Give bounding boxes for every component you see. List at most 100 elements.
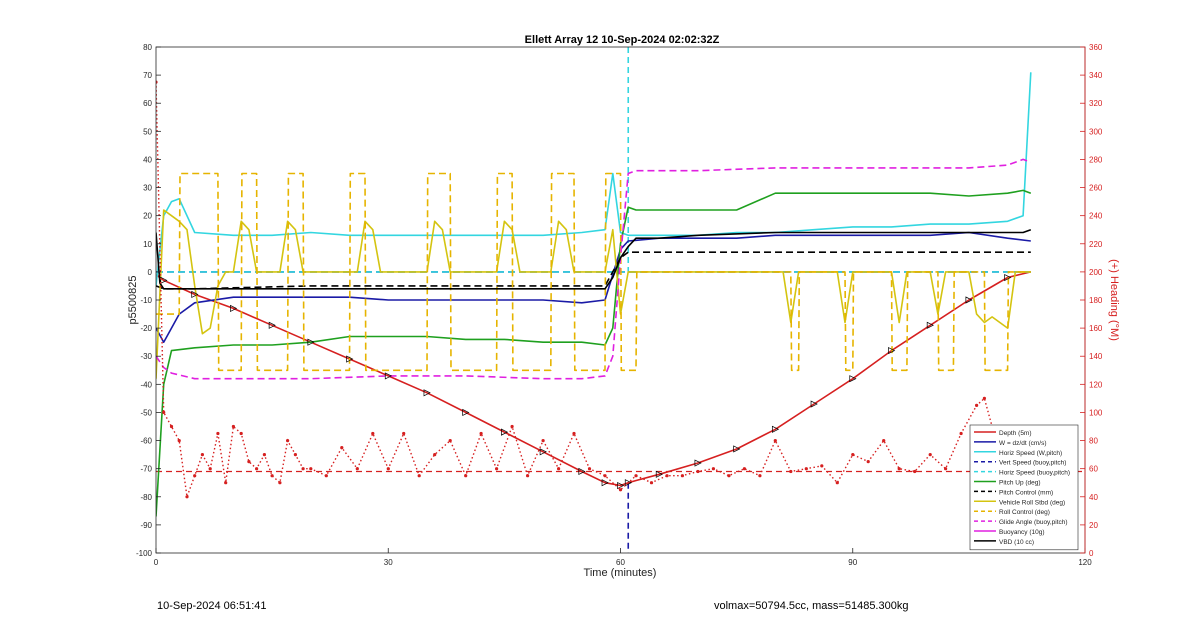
y-left-tick-label: 0 [148, 268, 153, 277]
series-line-pitch_ctrl [156, 251, 1031, 290]
depth-marker [268, 321, 276, 329]
y-left-tick-label: -30 [140, 352, 152, 361]
series-line-roll [156, 209, 1031, 379]
depth-marker [462, 408, 470, 417]
y-right-tick-label: 140 [1089, 352, 1103, 361]
depth-marker [771, 425, 780, 433]
series-line-pitch [156, 189, 1032, 517]
y-left-tick-label: -80 [140, 493, 152, 502]
depth-marker [191, 290, 199, 298]
depth-marker [733, 445, 741, 453]
x-tick-label: 120 [1078, 558, 1092, 567]
y-left-tick-label: -40 [140, 380, 152, 389]
depth-marker [694, 459, 702, 467]
legend-label: Vehicle Roll Stbd (deg) [999, 499, 1065, 506]
depth-marker [307, 338, 315, 346]
depth-marker [230, 304, 238, 312]
y-left-tick-label: -100 [136, 549, 153, 558]
y-right-tick-label: 260 [1089, 184, 1103, 193]
y-left-tick-label: 40 [143, 155, 152, 164]
x-tick-label: 30 [384, 558, 393, 567]
plot-area [156, 47, 1085, 553]
y-left-tick-label: -90 [140, 521, 152, 530]
y-right-tick-label: 40 [1089, 493, 1098, 502]
y-left-tick-label: 20 [143, 212, 152, 221]
series-line-vbd [156, 228, 1032, 290]
depth-marker [501, 428, 509, 436]
depth-marker [926, 321, 934, 329]
depth-marker [346, 355, 354, 363]
series-line-horiz [156, 72, 1032, 286]
series-line-w [156, 231, 1031, 344]
depth-marker [423, 389, 431, 397]
depth-marker [655, 470, 663, 478]
footer-volume-mass: volmax=50794.5cc, mass=51485.300kg [714, 600, 909, 612]
heading-point [162, 410, 166, 414]
y-right-tick-label: 300 [1089, 127, 1103, 136]
legend-label: Roll Control (deg) [999, 509, 1050, 516]
y-right-tick-label: 60 [1089, 465, 1098, 474]
legend-label: Pitch Control (mm) [999, 489, 1053, 496]
y-left-tick-label: 60 [143, 99, 152, 108]
x-tick-label: 90 [848, 558, 857, 567]
axes: 0 30 60 90 12080706050403020100-10-20-30-40-… [136, 43, 1103, 567]
y-axis-label-left: p5500825 [127, 276, 139, 325]
y-right-tick-label: 360 [1089, 43, 1103, 52]
y-right-tick-label: 340 [1089, 71, 1103, 80]
y-left-tick-label: 70 [143, 71, 152, 80]
y-right-tick-label: 280 [1089, 155, 1103, 164]
y-right-tick-label: 120 [1089, 380, 1103, 389]
y-right-tick-label: 220 [1089, 240, 1103, 249]
series-line-roll_ctrl [156, 172, 1031, 372]
legend-label: Pitch Up (deg) [999, 480, 1041, 487]
depth-marker [384, 372, 393, 380]
y-left-tick-label: 10 [143, 240, 152, 249]
y-left-tick-label: 80 [143, 43, 152, 52]
y-right-tick-label: 320 [1089, 99, 1103, 108]
legend-label: Horiz Speed (buoy,pitch) [999, 470, 1070, 477]
x-tick-label: 0 [154, 558, 159, 567]
depth-marker [849, 375, 857, 383]
y-axis-label-right: (+) Heading (°M) [1108, 259, 1120, 341]
y-right-tick-label: 240 [1089, 212, 1103, 221]
y-right-tick-label: 0 [1089, 549, 1094, 558]
y-right-tick-label: 80 [1089, 437, 1098, 446]
y-left-tick-label: -20 [140, 324, 152, 333]
legend-label: Glide Angle (buoy,pitch) [999, 519, 1068, 526]
x-axis-label: Time (minutes) [584, 567, 657, 579]
footer-timestamp: 10-Sep-2024 06:51:41 [157, 600, 267, 612]
depth-marker [810, 400, 818, 408]
series-line-depth [156, 271, 1031, 487]
depth-marker [160, 276, 168, 284]
legend-label: Buoyancy (10g) [999, 529, 1045, 536]
depth-marker [965, 296, 973, 304]
depth-marker [578, 467, 586, 476]
series-group [156, 47, 1085, 553]
legend-label: Depth (5m) [999, 430, 1032, 437]
legend-label: W = dz/dt (cm/s) [999, 440, 1047, 447]
depth-marker [617, 481, 625, 490]
y-left-tick-label: -10 [140, 296, 152, 305]
legend-box [969, 424, 1079, 551]
y-left-tick-label: -60 [140, 437, 152, 446]
y-right-tick-label: 160 [1089, 324, 1103, 333]
heading-point [479, 431, 483, 436]
legend-label: Vert Speed (buoy,pitch) [999, 460, 1066, 467]
y-left-tick-label: -70 [140, 465, 152, 474]
legend: Depth (5m) W = dz/dt (cm/s) Horiz Speed (W… [969, 424, 1079, 551]
depth-marker [888, 347, 896, 355]
y-right-tick-label: 180 [1089, 296, 1103, 305]
legend-label: VBD (10 cc) [999, 539, 1034, 546]
y-right-tick-label: 100 [1089, 408, 1103, 417]
depth-marker [1004, 273, 1012, 282]
y-right-tick-label: 200 [1089, 268, 1103, 277]
legend-label: Horiz Speed (W,pitch) [999, 450, 1062, 457]
heading-point [247, 460, 251, 464]
chart-title: Ellett Array 12 10-Sep-2024 02:02:32Z [525, 34, 720, 46]
x-tick-label: 60 [616, 558, 625, 567]
depth-marker [624, 479, 633, 487]
y-left-tick-label: -50 [140, 408, 152, 417]
depth-marker [539, 448, 547, 456]
depth-marker [601, 479, 609, 487]
